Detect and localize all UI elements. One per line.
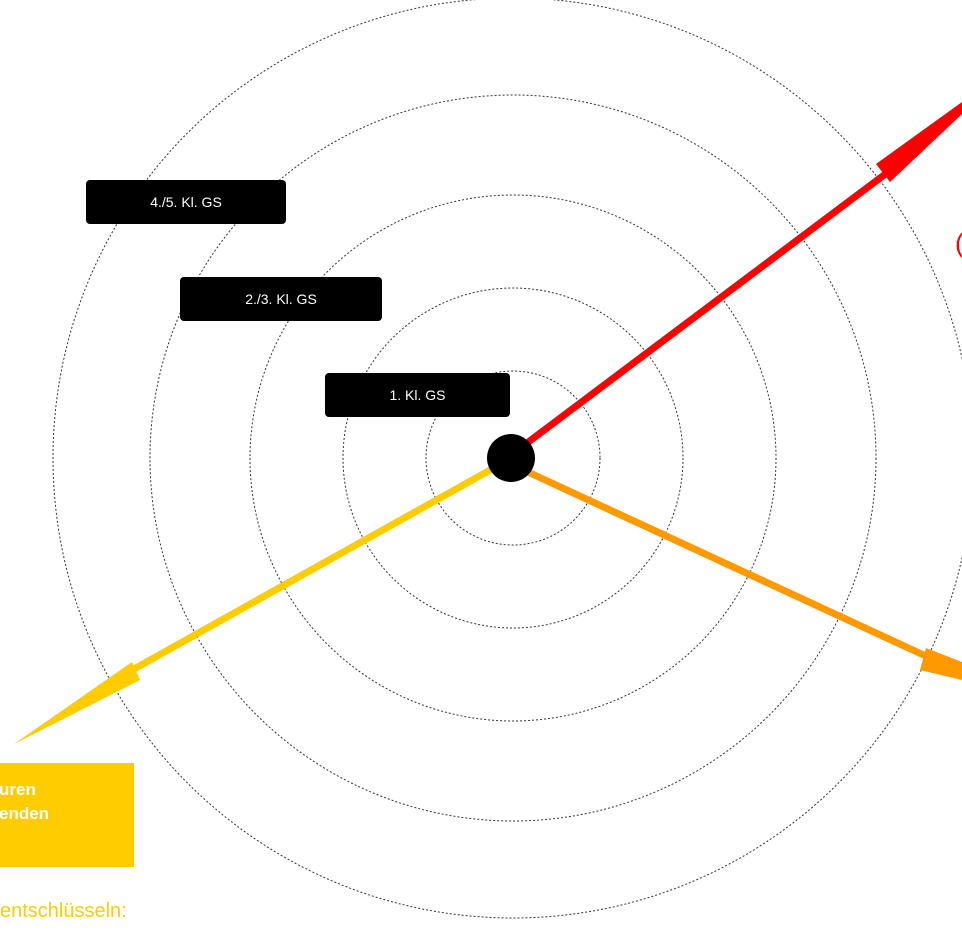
ring-2	[342, 287, 684, 629]
ring-4	[149, 94, 877, 822]
yellow-box-line-1: uren	[0, 780, 36, 799]
ring-1	[425, 370, 601, 546]
yellow-axis-line	[96, 456, 512, 692]
ring-5	[52, 0, 962, 919]
red-axis	[511, 102, 962, 456]
yellow-category-box: uren enden	[0, 763, 134, 867]
yellow-axis-arrowhead	[14, 662, 140, 744]
label-level-4-5: 4./5. Kl. GS	[86, 180, 286, 224]
yellow-box-line-2: enden	[0, 804, 50, 823]
level-rings	[52, 0, 962, 919]
yellow-caption: entschlüsseln:	[0, 900, 127, 922]
label-level-1: 1. Kl. GS	[325, 373, 510, 417]
red-axis-arrowhead	[876, 102, 962, 182]
orange-axis-arrowhead	[920, 648, 962, 680]
center-dot	[487, 434, 535, 482]
ring-3	[249, 194, 777, 722]
orange-axis	[511, 462, 962, 680]
orange-axis-line	[511, 462, 934, 662]
red-text-fragment: (	[955, 228, 962, 259]
yellow-axis	[14, 456, 512, 744]
label-level-2-3: 2./3. Kl. GS	[180, 277, 382, 321]
red-axis-line	[511, 168, 892, 456]
